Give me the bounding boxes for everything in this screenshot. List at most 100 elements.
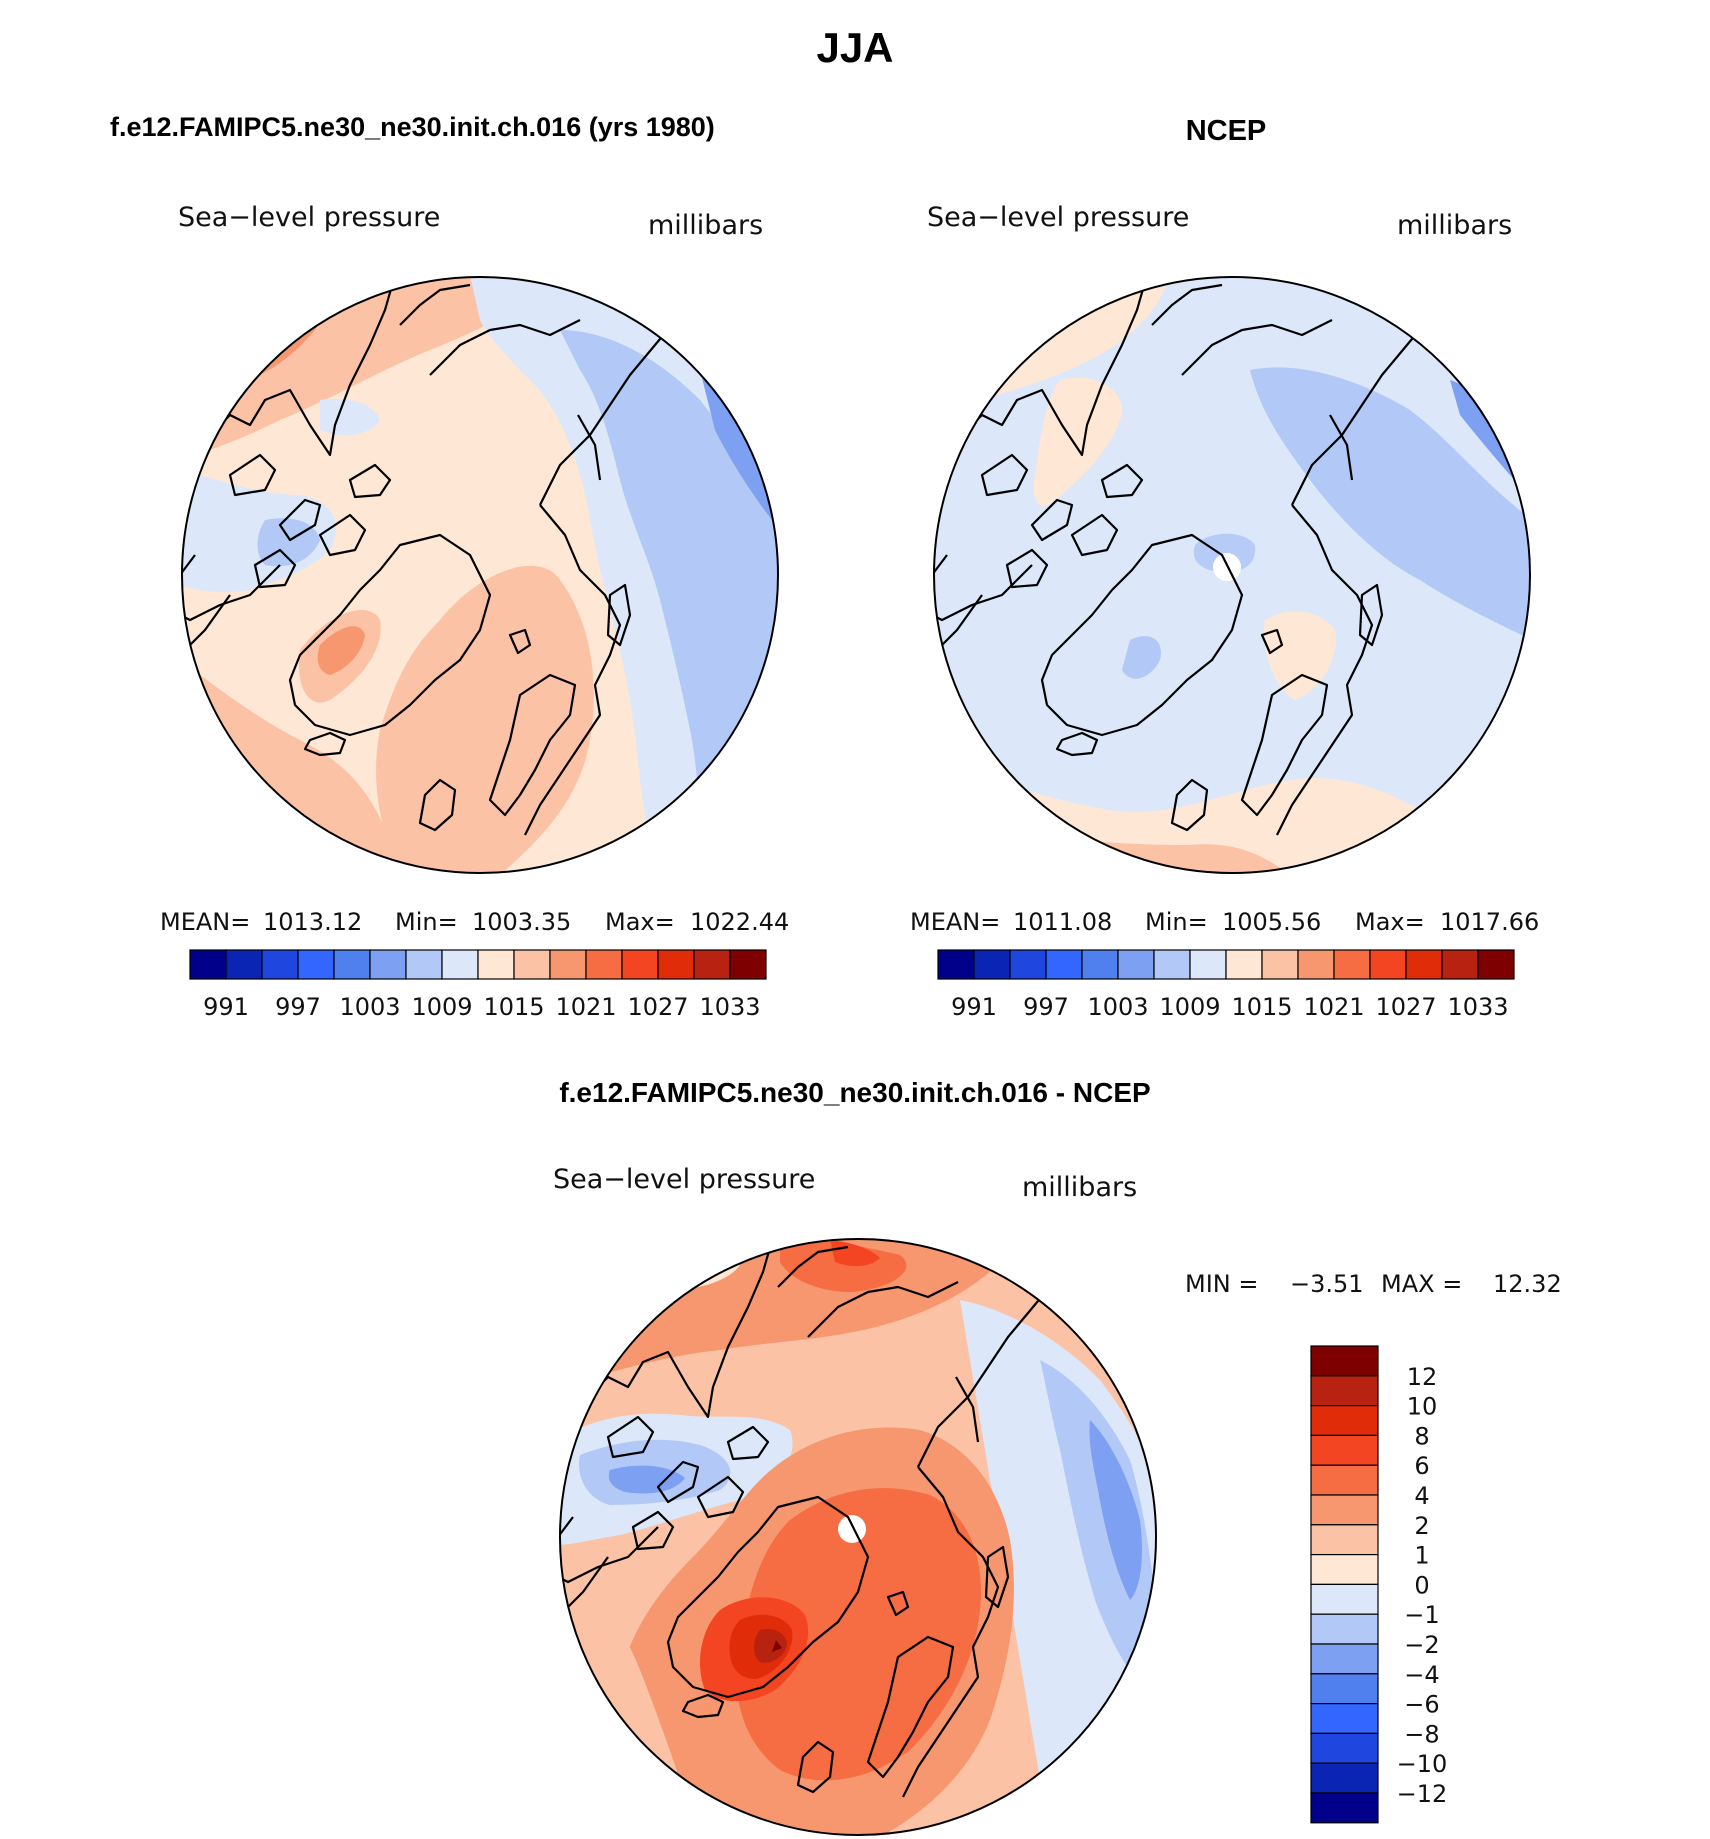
diff-colorbar-label: −4 <box>1404 1661 1439 1689</box>
model-colorbar-label: 997 <box>275 993 321 1021</box>
obs-max-label: Max= <box>1355 908 1425 936</box>
obs-stats: MEAN= 1011.08 Min= 1005.56 Max= 1017.66 <box>910 908 1539 936</box>
obs-colorbar-box <box>1405 949 1443 980</box>
obs-min-label: Min= <box>1145 908 1208 936</box>
model-colorbar-label: 1033 <box>699 993 760 1021</box>
model-colorbar-box <box>261 949 299 980</box>
diff-max-label: MAX = <box>1381 1270 1462 1298</box>
diff-units-label: millibars <box>1022 1172 1137 1203</box>
model-colorbar-label: 1027 <box>627 993 688 1021</box>
diff-colorbar-box <box>1310 1494 1379 1526</box>
model-colorbar: 991 997 1003 1009 1015 1021 1027 1033 <box>189 949 767 1021</box>
obs-colorbar-box <box>1045 949 1083 980</box>
obs-max-value: 1017.66 <box>1440 908 1539 936</box>
model-colorbar-box <box>585 949 623 980</box>
model-polar-map <box>182 277 778 873</box>
obs-colorbar-label: 991 <box>951 993 997 1021</box>
diff-colorbar-label: 8 <box>1414 1422 1429 1450</box>
obs-colorbar-box <box>1333 949 1371 980</box>
diff-colorbar-box <box>1310 1375 1379 1407</box>
obs-colorbar-box <box>1441 949 1479 980</box>
obs-map-border <box>933 276 1531 874</box>
season-title: JJA <box>816 24 893 71</box>
diff-colorbar-box <box>1310 1673 1379 1705</box>
obs-mean-value: 1011.08 <box>1013 908 1112 936</box>
obs-colorbar-box <box>1153 949 1191 980</box>
obs-panel: NCEP Sea−level pressure millibars MEAN <box>910 115 1539 1021</box>
obs-colorbar-box <box>973 949 1011 980</box>
obs-min-value: 1005.56 <box>1222 908 1321 936</box>
diff-colorbar-box <box>1310 1613 1379 1645</box>
diff-max-value: 12.32 <box>1493 1270 1562 1298</box>
model-mean-value: 1013.12 <box>263 908 362 936</box>
model-panel-title: f.e12.FAMIPC5.ne30_ne30.init.ch.016 (yrs… <box>110 112 715 142</box>
obs-colorbar-label: 1009 <box>1159 993 1220 1021</box>
model-colorbar-box <box>621 949 659 980</box>
model-min-value: 1003.35 <box>472 908 571 936</box>
model-max-label: Max= <box>605 908 675 936</box>
model-colorbar-box <box>729 949 767 980</box>
obs-mean-label: MEAN= <box>910 908 1000 936</box>
diff-colorbar-label: 12 <box>1407 1363 1438 1391</box>
diff-colorbar-box <box>1310 1702 1379 1734</box>
obs-colorbar-label: 1027 <box>1375 993 1436 1021</box>
diff-polar-map <box>560 1239 1156 1835</box>
diff-colorbar-box <box>1310 1434 1379 1466</box>
model-colorbar-box <box>513 949 551 980</box>
model-colorbar-box <box>441 949 479 980</box>
diff-colorbar-label: −1 <box>1404 1601 1439 1629</box>
obs-colorbar-box <box>1081 949 1119 980</box>
model-colorbar-box <box>657 949 695 980</box>
obs-colorbar-box <box>1477 949 1515 980</box>
obs-polar-map <box>934 277 1530 873</box>
diff-colorbar-label: −12 <box>1397 1780 1448 1808</box>
model-colorbar-box <box>189 949 227 980</box>
diff-colorbar-box <box>1310 1404 1379 1436</box>
obs-colorbar-box <box>1297 949 1335 980</box>
model-panel: f.e12.FAMIPC5.ne30_ne30.init.ch.016 (yrs… <box>110 112 789 1021</box>
model-colorbar-box <box>405 949 443 980</box>
model-colorbar-box <box>549 949 587 980</box>
model-max-value: 1022.44 <box>690 908 789 936</box>
diff-stats: MIN = −3.51 MAX = 12.32 <box>1185 1270 1562 1298</box>
diff-colorbar-label: 4 <box>1414 1482 1429 1510</box>
model-min-label: Min= <box>395 908 458 936</box>
diff-map-border <box>559 1238 1157 1836</box>
diff-field-label: Sea−level pressure <box>553 1164 815 1195</box>
diff-colorbar-box <box>1310 1524 1379 1556</box>
obs-colorbar-box <box>937 949 975 980</box>
diff-colorbar-label: 1 <box>1414 1542 1429 1570</box>
diff-min-value: −3.51 <box>1290 1270 1364 1298</box>
model-units-label: millibars <box>648 210 763 241</box>
obs-colorbar-box <box>1189 949 1227 980</box>
diff-colorbar-label: 0 <box>1414 1571 1429 1599</box>
diff-panel-title: f.e12.FAMIPC5.ne30_ne30.init.ch.016 - NC… <box>559 1077 1150 1108</box>
model-colorbar-label: 1003 <box>339 993 400 1021</box>
diff-colorbar-box <box>1310 1732 1379 1764</box>
diff-colorbar-box <box>1310 1345 1379 1377</box>
diff-min-label: MIN = <box>1185 1270 1258 1298</box>
diff-colorbar-label: −2 <box>1404 1631 1439 1659</box>
diff-colorbar-label: −6 <box>1404 1691 1439 1719</box>
diff-colorbar-box <box>1310 1553 1379 1585</box>
model-stats: MEAN= 1013.12 Min= 1003.35 Max= 1022.44 <box>160 908 789 936</box>
obs-colorbar-label: 1021 <box>1303 993 1364 1021</box>
diff-colorbar-label: −10 <box>1397 1750 1448 1778</box>
model-colorbar-label: 1021 <box>555 993 616 1021</box>
diff-colorbar-label: 6 <box>1414 1452 1429 1480</box>
obs-colorbar-box <box>1261 949 1299 980</box>
model-colorbar-box <box>369 949 407 980</box>
model-colorbar-box <box>225 949 263 980</box>
diff-colorbar-box <box>1310 1464 1379 1496</box>
model-colorbar-box <box>297 949 335 980</box>
model-mean-label: MEAN= <box>160 908 250 936</box>
diff-colorbar-box <box>1310 1792 1379 1824</box>
obs-colorbar-box <box>1369 949 1407 980</box>
obs-colorbar-box <box>1225 949 1263 980</box>
model-colorbar-box <box>477 949 515 980</box>
obs-colorbar-label: 1015 <box>1231 993 1292 1021</box>
obs-colorbar-label: 997 <box>1023 993 1069 1021</box>
diff-colorbar-label: 10 <box>1407 1393 1438 1421</box>
